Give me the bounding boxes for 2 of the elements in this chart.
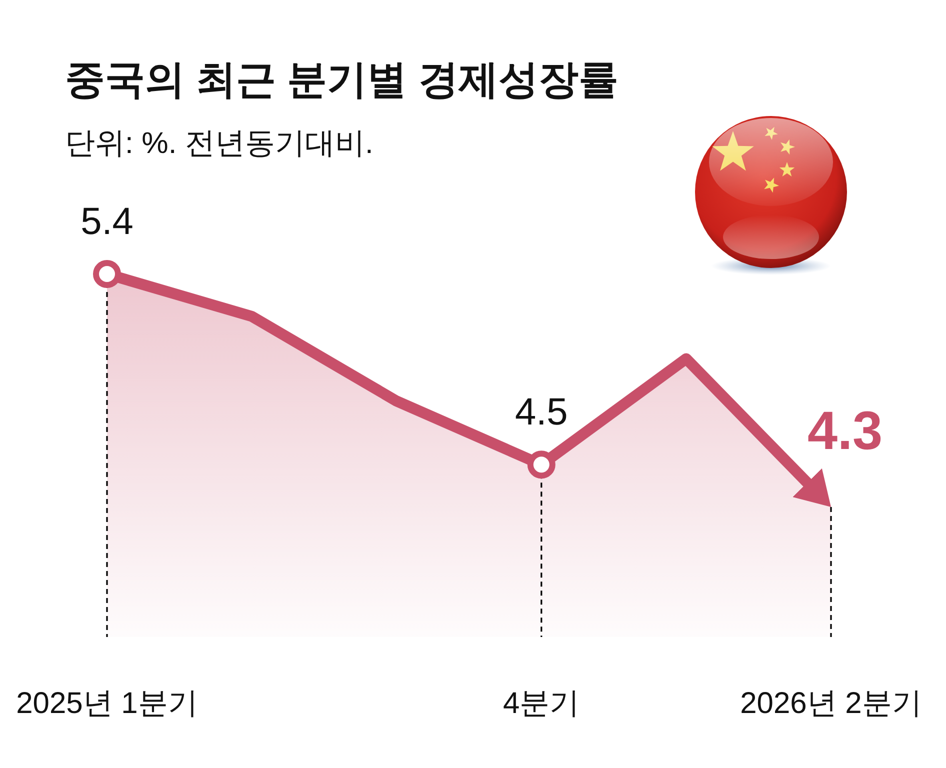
subtitle: 단위: %. 전년동기대비. xyxy=(65,127,374,160)
title: 중국의 최근 분기별 경제성장률 xyxy=(65,58,618,102)
